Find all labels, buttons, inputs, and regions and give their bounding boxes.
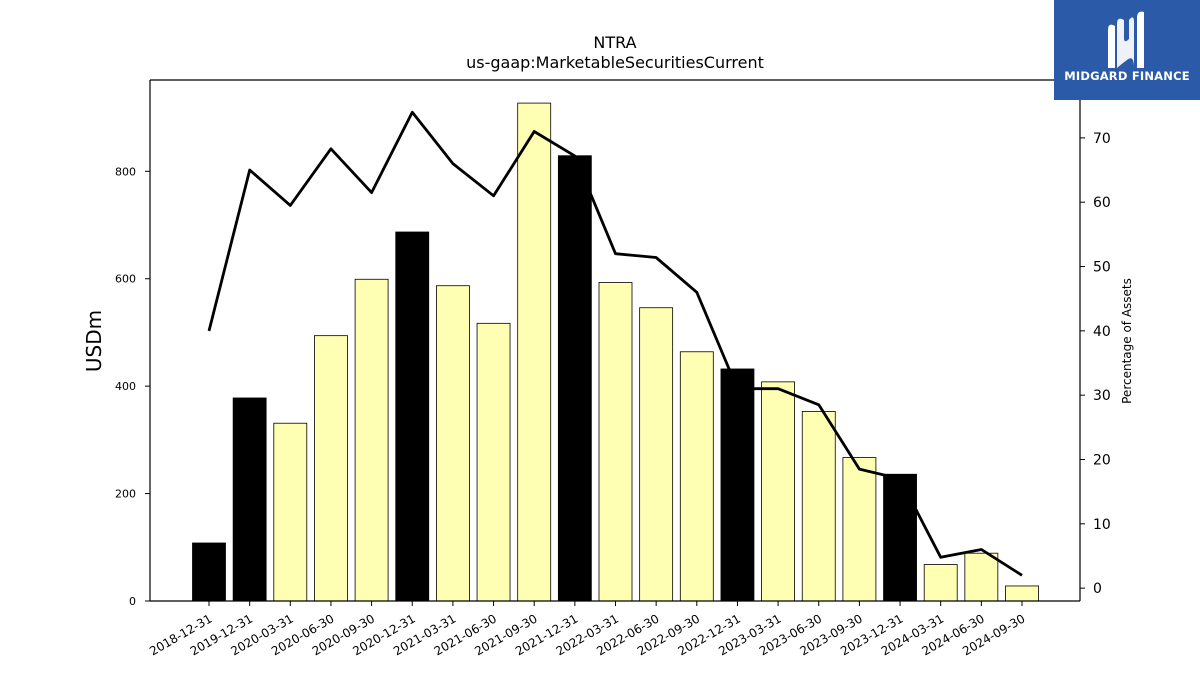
- bar-2019-12-31: [232, 397, 267, 602]
- logo-mark-icon: [1108, 11, 1144, 69]
- y2-tick-label-70: 70: [1093, 131, 1111, 147]
- bar-2020-03-31: [273, 422, 308, 602]
- y2-axis-label: Percentage of Assets: [1120, 278, 1134, 404]
- bar-2024-03-31: [923, 564, 958, 602]
- bar-2021-03-31: [435, 285, 470, 602]
- bar-2022-06-30: [639, 307, 674, 602]
- y2-tick-label-40: 40: [1093, 324, 1111, 340]
- y2-tick-label-60: 60: [1093, 195, 1111, 211]
- bar-2023-06-30: [801, 410, 836, 602]
- bar-2020-12-31: [395, 231, 430, 602]
- y2-tick-label-10: 10: [1093, 517, 1111, 533]
- bar-2021-09-30: [517, 102, 552, 602]
- bar-2020-09-30: [354, 278, 389, 602]
- y2-tick-label-30: 30: [1093, 388, 1111, 404]
- y-tick-label-400: 400: [115, 380, 136, 393]
- y2-tick-label-50: 50: [1093, 260, 1111, 276]
- bar-2020-06-30: [314, 335, 348, 602]
- bar-2023-09-30: [842, 457, 877, 602]
- y-axis-label: USDm: [82, 310, 106, 372]
- y2-tick-label-0: 0: [1093, 581, 1102, 597]
- logo-text: MIDGARD FINANCE: [1064, 69, 1190, 83]
- bar-2024-09-30: [1005, 585, 1039, 602]
- bar-2022-03-31: [598, 282, 633, 602]
- chart-subtitle: us-gaap:MarketableSecuritiesCurrent: [466, 53, 764, 72]
- percentage-line: [207, 110, 1023, 577]
- y-tick-label-0: 0: [129, 595, 136, 608]
- brand-logo: MIDGARD FINANCE: [1054, 0, 1200, 100]
- y-tick-label-200: 200: [115, 488, 136, 501]
- bars-group: [192, 102, 1039, 602]
- y-tick-label-600: 600: [115, 273, 136, 286]
- bar-2023-12-31: [883, 473, 917, 602]
- bar-2022-09-30: [679, 351, 714, 602]
- y-tick-label-800: 800: [115, 165, 136, 178]
- chart-title: NTRA: [593, 33, 636, 52]
- bar-2021-12-31: [557, 155, 592, 602]
- line-group: [207, 110, 1023, 577]
- bar-2021-06-30: [476, 322, 511, 602]
- y2-tick-label-20: 20: [1093, 452, 1111, 468]
- bar-2023-03-31: [761, 381, 795, 602]
- bar-2024-06-30: [964, 552, 999, 602]
- bar-2018-12-31: [192, 542, 226, 602]
- bar-2022-12-31: [720, 368, 755, 602]
